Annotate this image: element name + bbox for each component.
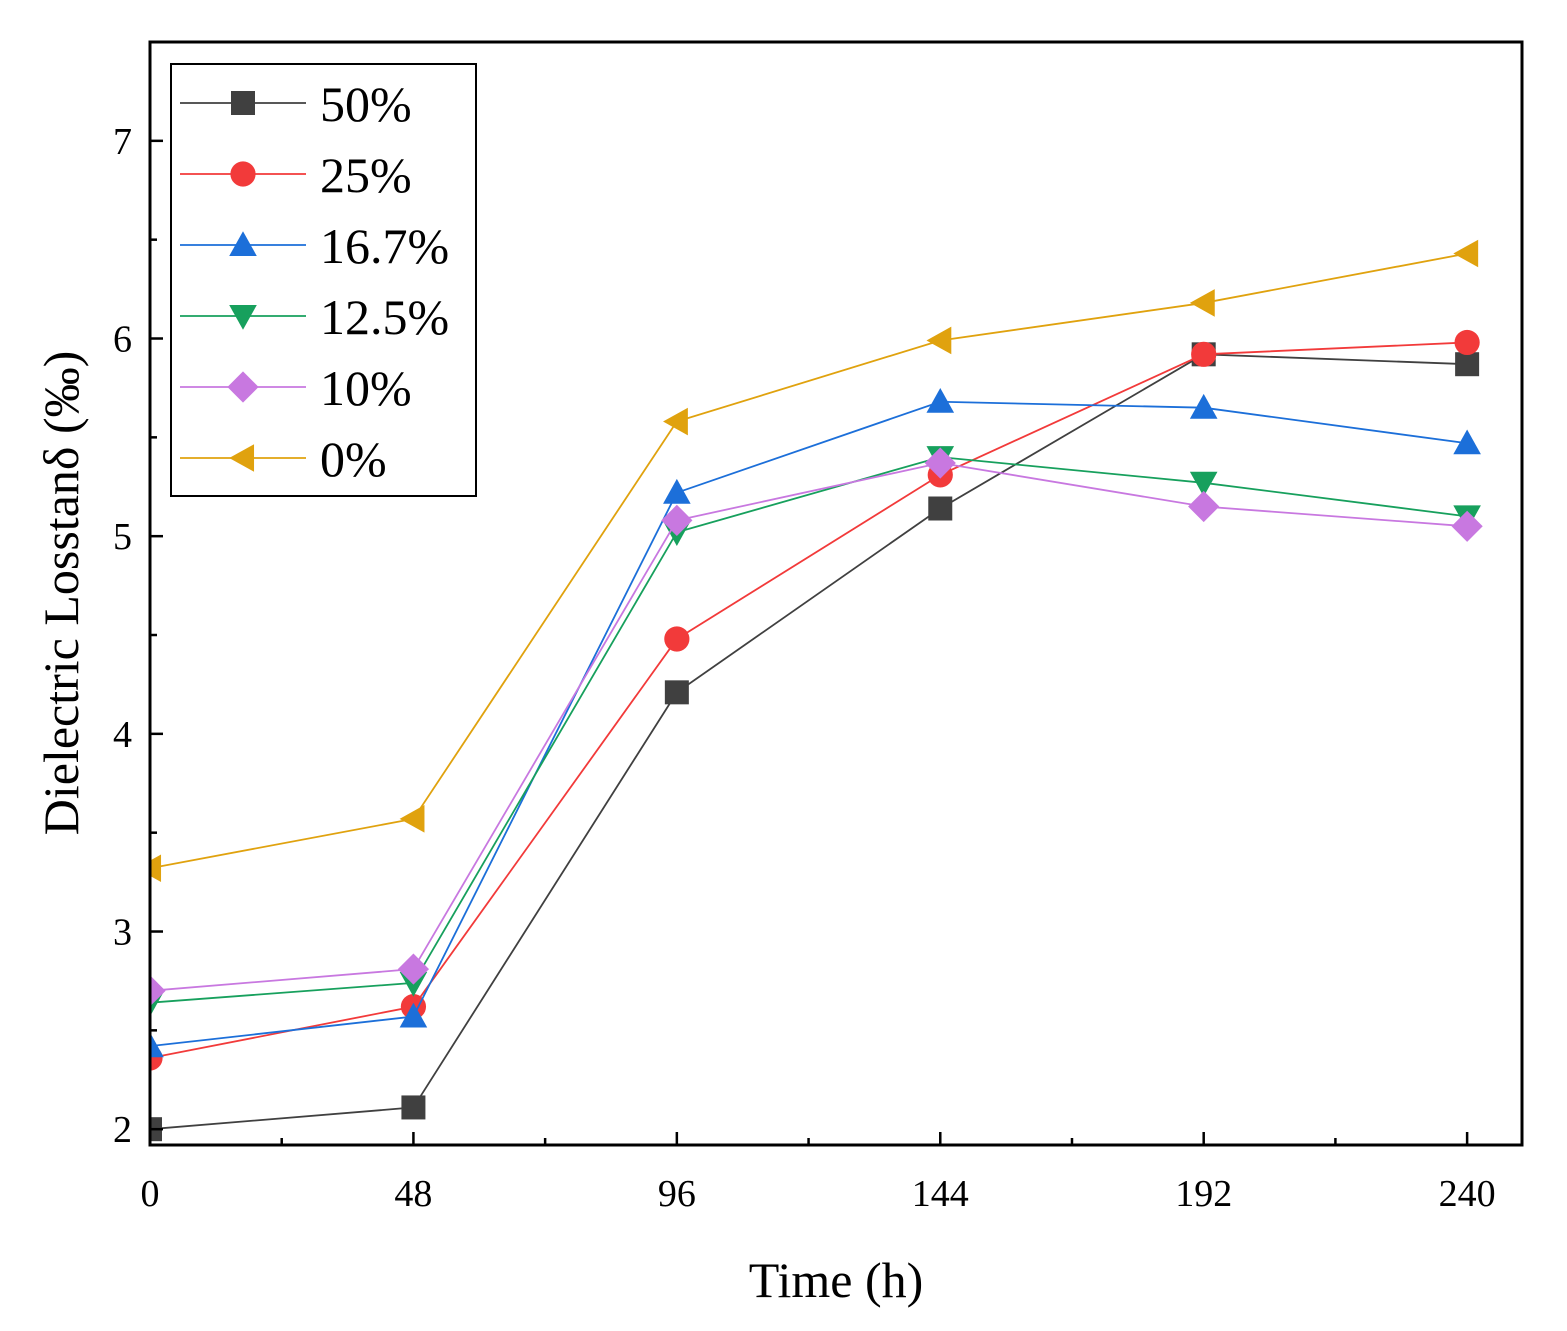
series-3 — [150, 446, 1481, 1017]
legend-marker — [227, 371, 259, 403]
data-point — [1189, 289, 1215, 317]
legend-label: 10% — [320, 360, 412, 416]
series-line — [150, 400, 1468, 1048]
y-axis-title: Dielectric Losstanδ (‰) — [33, 351, 89, 836]
legend-frame — [170, 63, 477, 497]
series-line — [150, 353, 1468, 1131]
data-point — [1188, 490, 1220, 523]
legend-item: 0% — [180, 431, 387, 487]
series-line — [150, 341, 1468, 1059]
legend-label: 12.5% — [320, 289, 449, 345]
legend-marker — [230, 161, 256, 187]
legend-label: 16.7% — [320, 218, 449, 274]
data-point — [1453, 429, 1481, 455]
legend-item: 10% — [180, 360, 412, 416]
series-layer — [150, 239, 1483, 1142]
legend: 50% 25% 16.7% 12.5% 10% 0% — [170, 63, 477, 497]
data-point — [664, 626, 690, 652]
data-point — [1189, 393, 1218, 419]
data-point — [399, 1002, 428, 1028]
data-point — [399, 805, 425, 833]
x-tick-label: 96 — [658, 1173, 696, 1215]
data-point — [1189, 471, 1218, 497]
series-line — [150, 456, 1468, 1004]
series-2 — [150, 387, 1481, 1058]
data-point — [926, 326, 952, 355]
data-point — [1191, 341, 1217, 367]
legend-item: 12.5% — [180, 289, 449, 345]
y-tick-label: 5 — [113, 516, 132, 558]
legend-label: 25% — [320, 147, 412, 203]
legend-marker — [231, 91, 255, 115]
y-tick-label: 7 — [113, 121, 132, 163]
legend-item: 25% — [180, 147, 412, 203]
data-point — [928, 496, 953, 521]
x-tick-label: 0 — [141, 1173, 160, 1215]
data-point — [397, 953, 430, 985]
data-point — [1453, 239, 1479, 268]
legend-marker — [229, 231, 257, 257]
data-point — [1454, 329, 1480, 356]
data-point — [661, 504, 693, 536]
data-point — [150, 1032, 164, 1058]
data-point — [924, 447, 956, 479]
data-point — [663, 478, 691, 504]
y-tick-label: 3 — [113, 912, 132, 954]
data-point — [663, 407, 688, 436]
x-tick-label: 144 — [912, 1173, 969, 1215]
series-line — [150, 252, 1468, 870]
series-5 — [150, 239, 1479, 883]
x-tick-label: 240 — [1439, 1173, 1496, 1215]
x-tick-label: 48 — [394, 1173, 432, 1215]
legend-item: 50% — [180, 76, 412, 132]
data-point — [1451, 510, 1483, 542]
plot-frame — [148, 40, 1524, 1147]
legend-marker — [229, 444, 255, 472]
series-line — [150, 462, 1468, 992]
legend-marker — [229, 304, 257, 330]
legend-item: 16.7% — [180, 218, 449, 274]
data-point — [664, 680, 689, 705]
y-tick-label: 6 — [113, 319, 132, 361]
data-point — [150, 975, 166, 1007]
y-tick-label: 2 — [113, 1109, 132, 1151]
x-axis-title: Time (h) — [749, 1252, 924, 1308]
series-4 — [150, 447, 1483, 1007]
ticks-layer: 0 48 96 144 192 240 2 3 4 5 6 7 — [113, 121, 1496, 1215]
data-point — [1455, 352, 1480, 377]
legend-label: 0% — [320, 431, 387, 487]
data-point — [150, 854, 162, 883]
data-point — [401, 1095, 426, 1120]
y-tick-label: 4 — [113, 714, 132, 756]
x-tick-label: 192 — [1175, 1173, 1232, 1215]
legend-label: 50% — [320, 76, 412, 132]
data-point — [926, 387, 955, 413]
